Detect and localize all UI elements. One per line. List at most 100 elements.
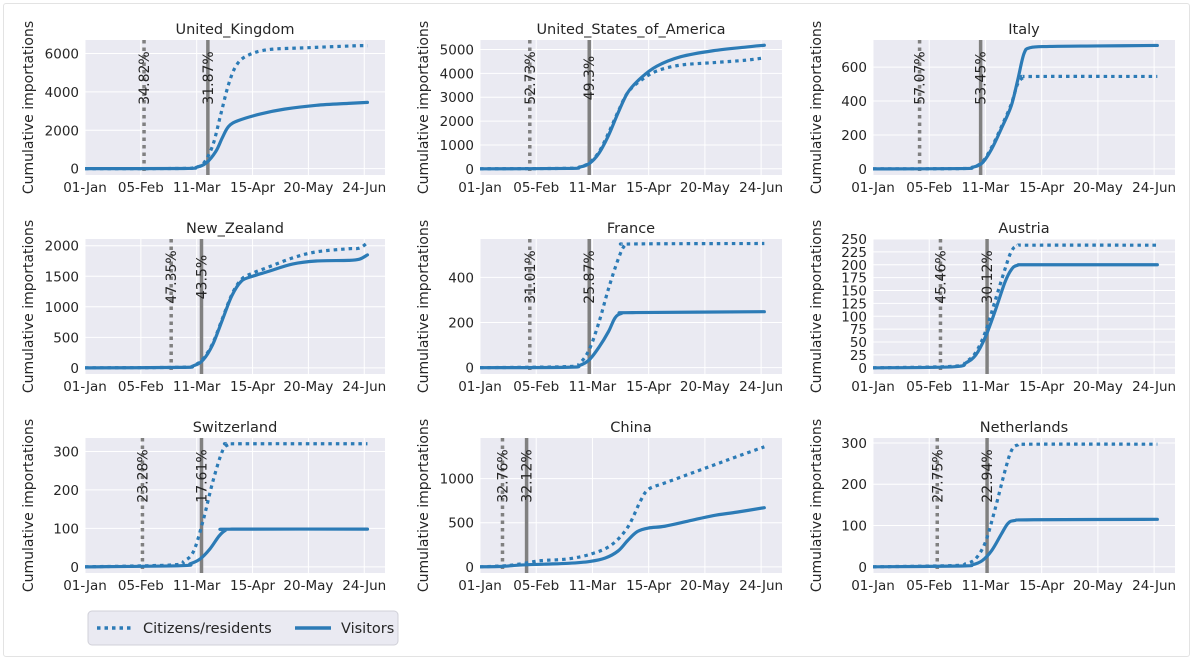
marker-percent-label: 47.35% — [164, 250, 180, 303]
series-group — [873, 442, 1159, 569]
x-tick-label: 05-Feb — [513, 180, 559, 196]
x-tick-label: 05-Feb — [513, 578, 559, 594]
legend-visitors-label: Visitors — [341, 621, 394, 637]
plot-area — [873, 438, 1175, 573]
marker-percent-label: 57.07% — [913, 51, 929, 104]
legend: Citizens/residents Visitors — [87, 610, 399, 646]
y-tick-label: 100 — [841, 519, 867, 535]
y-tick-label: 4000 — [45, 85, 79, 101]
x-tick-label: 01-Jan — [851, 578, 895, 594]
panel-title: China — [610, 420, 651, 436]
y-tick-label: 200 — [448, 316, 474, 332]
y-tick-label: 6000 — [45, 46, 79, 62]
x-tick-label: 05-Feb — [118, 180, 164, 196]
panel-title: France — [607, 221, 655, 237]
panel-united-states-of-america: 01-Jan 05-Feb 11-Mar 15-Apr 20-May 24-Jun 0 100… — [416, 21, 783, 196]
x-tick-label: 01-Jan — [63, 379, 107, 395]
x-tick-label: 20-May — [1073, 180, 1123, 196]
y-tick-label: 200 — [841, 258, 867, 274]
y-tick-label: 500 — [53, 330, 79, 346]
panel-title: United_Kingdom — [175, 22, 294, 38]
x-tick-label: 15-Apr — [1019, 379, 1065, 395]
visitors-line — [873, 517, 1159, 569]
x-tick-label: 11-Mar — [962, 180, 1010, 196]
x-tick-label: 01-Jan — [458, 180, 502, 196]
x-tick-label: 20-May — [283, 578, 333, 594]
y-axis-label: Cumulative importations — [416, 21, 432, 194]
y-axis-label: Cumulative importations — [416, 220, 432, 393]
y-tick-label: 175 — [841, 271, 867, 287]
y-tick-label: 3000 — [440, 90, 474, 106]
y-tick-label: 600 — [841, 60, 867, 76]
x-tick-label: 01-Jan — [851, 180, 895, 196]
y-tick-label: 1000 — [440, 472, 474, 488]
panel-title: Switzerland — [193, 420, 278, 436]
y-tick-label: 100 — [53, 521, 79, 537]
panel-switzerland: 01-Jan 05-Feb 11-Mar 15-Apr 20-May 24-Jun 0 100… — [21, 419, 386, 594]
x-tick-label: 11-Mar — [173, 379, 221, 395]
y-tick-label: 225 — [841, 245, 867, 261]
marker-percent-label: 34.82% — [137, 51, 153, 104]
x-tick-label: 05-Feb — [513, 379, 559, 395]
x-tick-label: 01-Jan — [458, 578, 502, 594]
marker-percent-label: 25.87% — [582, 250, 598, 303]
x-tick-label: 24-Jun — [1132, 180, 1176, 196]
y-axis-label: Cumulative importations — [21, 220, 37, 393]
panel-title: Italy — [1008, 22, 1040, 38]
x-tick-label: 20-May — [680, 180, 730, 196]
y-tick-label: 200 — [53, 483, 79, 499]
legend-citizens-label: Citizens/residents — [143, 621, 272, 637]
series-group — [85, 44, 370, 171]
panel-title: United_States_of_America — [536, 22, 725, 38]
visitors-line — [85, 100, 370, 171]
x-tick-label: 11-Mar — [962, 578, 1010, 594]
visitors-line — [480, 310, 766, 370]
x-tick-label: 01-Jan — [851, 379, 895, 395]
y-tick-label: 2000 — [440, 114, 474, 130]
visitors-line — [873, 263, 1159, 370]
x-tick-label: 11-Mar — [962, 379, 1010, 395]
x-tick-label: 24-Jun — [739, 180, 783, 196]
plot-area — [873, 239, 1175, 374]
visitors-line — [480, 506, 766, 569]
citizens-residents-line — [85, 442, 368, 569]
y-tick-label: 100 — [841, 309, 867, 325]
panel-austria: 01-Jan 05-Feb 11-Mar 15-Apr 20-May 24-Jun 0255… — [809, 220, 1176, 395]
y-tick-label: 75 — [850, 322, 867, 338]
series-group — [480, 43, 766, 171]
marker-percent-label: 27.75% — [930, 449, 946, 502]
visitors-line — [85, 527, 370, 569]
y-tick-label: 4000 — [440, 66, 474, 82]
y-tick-label: 2000 — [45, 123, 79, 139]
y-axis-label: Cumulative importations — [809, 419, 825, 592]
y-tick-label: 0 — [70, 560, 79, 576]
marker-percent-label: 32.12% — [520, 449, 536, 502]
x-tick-label: 20-May — [283, 379, 333, 395]
x-tick-label: 24-Jun — [342, 379, 386, 395]
y-tick-label: 0 — [70, 361, 79, 377]
x-tick-label: 24-Jun — [342, 180, 386, 196]
x-tick-label: 20-May — [283, 180, 333, 196]
x-tick-label: 20-May — [1073, 379, 1123, 395]
marker-percent-label: 52.73% — [523, 51, 539, 104]
y-axis-label: Cumulative importations — [809, 21, 825, 194]
y-tick-label: 300 — [53, 444, 79, 460]
y-tick-label: 400 — [448, 270, 474, 286]
x-tick-label: 15-Apr — [626, 180, 672, 196]
marker-percent-label: 23.28% — [135, 449, 151, 502]
visitors-line — [480, 43, 766, 171]
panel-netherlands: 01-Jan 05-Feb 11-Mar 15-Apr 20-May 24-Jun 0 100… — [809, 419, 1176, 594]
marker-percent-label: 32.76% — [495, 449, 511, 502]
y-tick-label: 0 — [465, 361, 474, 377]
y-tick-label: 2000 — [45, 239, 79, 255]
y-tick-label: 250 — [841, 232, 867, 248]
x-tick-label: 05-Feb — [118, 379, 164, 395]
x-tick-label: 05-Feb — [118, 578, 164, 594]
marker-percent-label: 31.01% — [523, 250, 539, 303]
x-tick-label: 24-Jun — [739, 379, 783, 395]
y-tick-label: 0 — [858, 361, 867, 377]
y-tick-label: 1500 — [45, 269, 79, 285]
y-tick-label: 300 — [841, 436, 867, 452]
x-tick-label: 20-May — [1073, 578, 1123, 594]
